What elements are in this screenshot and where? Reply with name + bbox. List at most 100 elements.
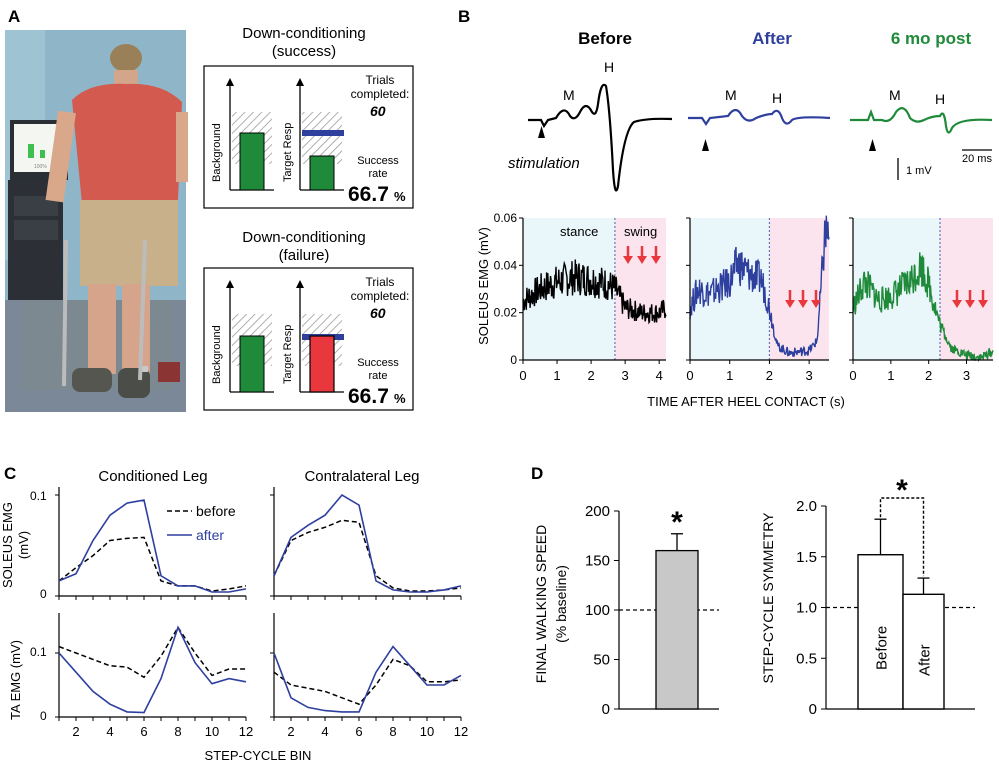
x-tick-label: 1 [553,368,560,383]
emg-panel-6mo: 0 1 2 3 [849,217,994,383]
x-tick-label: 2 [925,368,932,383]
x-tick-label: 1 [726,368,733,383]
success-background-label: Background [211,123,223,182]
x-tick-label: 4 [656,368,663,383]
c-ylabel-top-1: SOLEUS EMG [0,502,15,588]
x-tick-label: 3 [622,368,629,383]
speed-y-tick-label: 50 [593,652,610,669]
c-axes: 2 4 6 8 10 12 2 4 6 8 10 12 [55,487,468,739]
failure-target-label: Target Resp [282,325,294,384]
c-x-tick-label: 2 [287,724,294,739]
x-tick-label: 3 [806,368,813,383]
condition-after: After [752,29,792,48]
x-tick-label: 2 [587,368,594,383]
success-trials-label-2: completed: [351,87,410,101]
success-rate-label-2: rate [369,168,388,180]
success-trials-label-1: Trials [366,73,395,87]
x-tick-label: 0 [519,368,526,383]
emg-panel-after: 0 1 2 3 [686,215,830,383]
red-arrow-head [978,300,988,308]
x-tick-label: 0 [849,368,856,383]
c-x-tick-label: 12 [454,724,468,739]
c-line-before [273,519,462,592]
swing-region [614,218,666,360]
before-m-label: M [563,87,575,103]
b-ytick-label: 0.04 [494,258,518,272]
failure-title-line2: (failure) [279,247,330,264]
speed-y-tick-label: 100 [585,602,610,619]
legend-after: after [196,527,224,543]
scale-mv: 1 mV [906,165,932,177]
scale-bars: 1 mV 20 ms [897,149,992,180]
stance-label: stance [560,224,598,239]
b-xlabel: TIME AFTER HEEL CONTACT (s) [647,394,845,409]
red-arrow-head [798,300,808,308]
success-target-chart: Target Resp [282,78,344,191]
scale-ms: 20 ms [962,153,992,165]
x-tick-label: 0 [686,368,693,383]
c-title-contralateral: Contralateral Leg [304,468,419,485]
x-tick-label: 3 [963,368,970,383]
success-background-chart: Background [211,78,274,191]
b-ytick-label: 0 [510,353,517,367]
success-rate-value: 66.7 [348,183,389,206]
condition-before: Before [578,29,632,48]
red-arrow-head [811,300,821,308]
c-line-before [58,536,247,592]
6mo-m-label: M [889,87,901,103]
b-ytick-label: 0.06 [494,211,518,225]
speed-significance: * [671,506,683,539]
c-x-tick-label: 6 [140,724,147,739]
c-ytick-bottom-max: 0.1 [30,645,47,659]
c-x-tick-label: 12 [239,724,253,739]
success-trials-value: 60 [370,103,386,119]
sym-bar-before [857,554,904,710]
red-arrow-head [952,300,962,308]
success-target-label: Target Resp [282,123,294,182]
speed-ylabel-1: FINAL WALKING SPEED [533,525,549,683]
sym-y-tick-label: 0.5 [796,650,817,667]
speed-chart: 200 150 100 50 0 * [585,503,719,718]
panel-label-c: C [4,464,16,483]
c-title-conditioned: Conditioned Leg [98,468,207,485]
stimulation-label: stimulation [508,155,580,172]
c-ylabel-top-2: (mV) [16,531,31,559]
sym-bar-label: After [917,644,934,676]
c-ylabel-bottom: TA EMG (mV) [8,640,23,720]
b-yaxis: 0.06 0.04 0.02 0 [494,211,518,367]
c-x-tick-label: 10 [420,724,434,739]
c-ytick-top-zero: 0 [40,587,47,601]
failure-target-chart: Target Resp [282,280,344,393]
c-xlabel: STEP-CYCLE BIN [205,748,312,763]
speed-ylabel-2: (% baseline) [553,565,569,643]
failure-rate-label-2: rate [369,370,388,382]
red-arrow-head [965,300,975,308]
failure-trials-label-1: Trials [366,275,395,289]
emg-panel-before: 0 1 2 3 4 [519,217,667,383]
failure-rate-label-1: Success [357,357,399,369]
speed-y-tick-label: 0 [602,701,610,718]
waveform-after: M H [688,87,831,151]
condition-6mo: 6 mo post [891,29,972,48]
red-arrow-head [637,256,647,264]
c-x-tick-label: 4 [321,724,328,739]
sym-significance-bracket [879,497,925,577]
emg-trace-6mo [852,252,994,363]
waveform-before: M H stimulation [508,59,673,192]
failure-trials-label-2: completed: [351,289,410,303]
red-arrow-head [651,256,661,264]
sym-significance: * [896,474,908,507]
failure-rate-unit: % [394,391,406,406]
b-ylabel: SOLEUS EMG (mV) [476,227,491,345]
failure-background-chart: Background [211,280,274,393]
swing-region [769,218,829,360]
success-title-line2: (success) [272,43,336,60]
c-legend: before after [167,503,236,543]
sym-bar-label: Before [874,626,891,670]
speed-bar [655,549,699,710]
sym-y-tick-label: 0 [809,701,817,718]
c-x-tick-label: 10 [205,724,219,739]
waveform-6mo: M H [850,87,993,151]
failure-title-line1: Down-conditioning [242,229,365,246]
c-plots [58,493,462,714]
